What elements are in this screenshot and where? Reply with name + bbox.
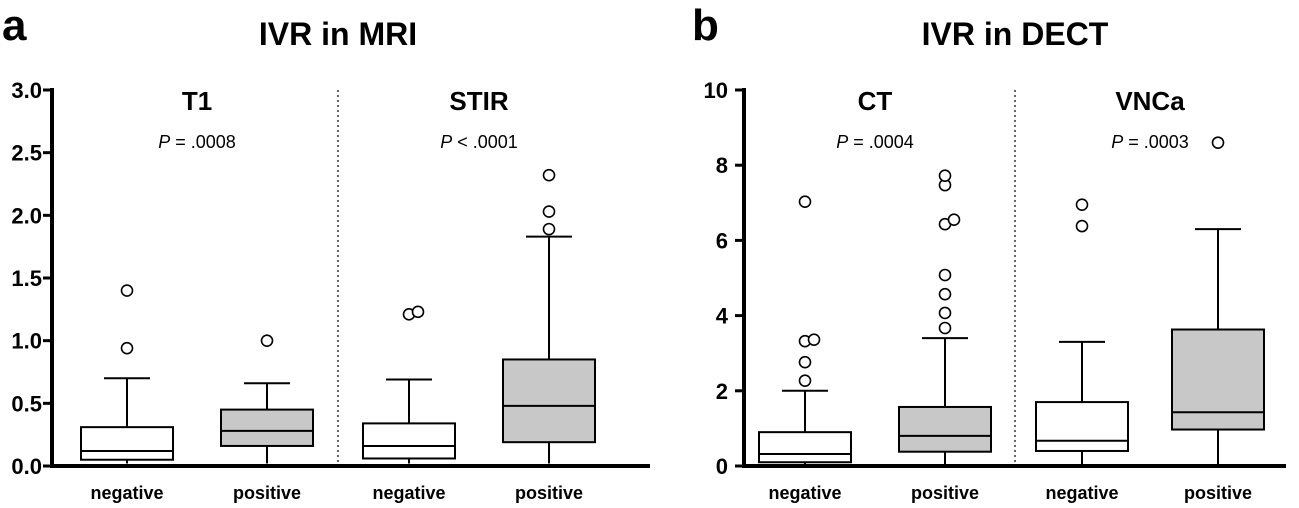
group-title: STIR: [449, 86, 508, 116]
outlier-point: [542, 205, 556, 218]
y-tick-label: 1.5: [11, 266, 42, 291]
p-value-symbol: P: [440, 132, 452, 152]
panel-title: IVR in MRI: [259, 16, 417, 52]
y-tick-label: 0.5: [11, 391, 42, 416]
y-tick-label: 6: [716, 228, 728, 253]
outlier-point: [938, 321, 952, 335]
y-tick-label: 3.0: [11, 78, 42, 103]
group-t1: T1 P = .0008 negative positive: [80, 86, 314, 503]
box-positive: positive: [502, 168, 596, 503]
box-iqr: [80, 426, 174, 461]
group-title: CT: [858, 86, 893, 116]
group-title: VNCa: [1115, 86, 1185, 116]
p-value-label: P = .0003: [1111, 132, 1189, 152]
p-value-text: = .0008: [170, 132, 236, 152]
p-value-text: = .0004: [848, 132, 914, 152]
box-iqr: [362, 422, 456, 460]
panel-a: a IVR in MRI 0.0 0.5 1.0 1.5 2.0 2.5 3.0 T1 P = .0…: [2, 1, 650, 503]
group-stir: STIR P < .0001 negative positive: [362, 86, 596, 503]
p-value-symbol: P: [158, 132, 170, 152]
outlier-point: [1075, 198, 1089, 211]
p-value-label: P = .0004: [836, 132, 914, 152]
outlier-point: [411, 305, 425, 319]
outlier-point: [807, 333, 821, 346]
p-value-symbol: P: [1111, 132, 1123, 152]
box-positive: positive: [898, 169, 992, 503]
p-value-text: < .0001: [452, 132, 518, 152]
x-category-label: negative: [1045, 483, 1118, 503]
p-value-label: P = .0008: [158, 132, 236, 152]
outlier-point: [120, 341, 134, 355]
outlier-point: [120, 284, 134, 297]
y-tick-label: 2.0: [11, 203, 42, 228]
x-category-label: positive: [1184, 483, 1252, 503]
box-iqr: [898, 405, 992, 453]
outlier-point: [938, 306, 952, 320]
box-negative: negative: [758, 195, 852, 503]
outlier-point: [1211, 136, 1225, 149]
outlier-point: [542, 168, 556, 182]
outlier-point: [260, 334, 274, 347]
box-positive: positive: [1171, 136, 1265, 503]
box-positive: positive: [220, 334, 314, 503]
panel-b: b IVR in DECT 0 2 4 6 8 10 CT P = .0004 negative po…: [692, 1, 1286, 503]
panel-letter: a: [2, 1, 27, 50]
box-negative: negative: [1035, 198, 1129, 503]
x-category-label: negative: [372, 483, 445, 503]
group-ct: CT P = .0004 negative positive: [758, 86, 992, 503]
panel-letter: b: [692, 1, 719, 50]
y-tick-label: 1.0: [11, 329, 42, 354]
x-category-label: positive: [911, 483, 979, 503]
outlier-point: [1075, 219, 1089, 233]
x-category-label: positive: [515, 483, 583, 503]
x-category-label: positive: [233, 483, 301, 503]
outlier-point: [938, 169, 952, 183]
group-vnca: VNCa P = .0003 negative positive: [1035, 86, 1265, 503]
box-iqr: [220, 408, 314, 447]
outlier-point: [947, 213, 961, 227]
y-tick-label: 8: [716, 153, 728, 178]
p-value-text: = .0003: [1123, 132, 1189, 152]
panel-title: IVR in DECT: [922, 16, 1109, 52]
box-iqr: [1171, 328, 1265, 431]
y-tick-label: 10: [704, 78, 728, 103]
box-negative: negative: [80, 284, 174, 503]
outlier-point: [798, 355, 812, 369]
p-value-symbol: P: [836, 132, 848, 152]
x-category-label: negative: [768, 483, 841, 503]
y-tick-label: 2: [716, 379, 728, 404]
box-iqr: [1035, 401, 1129, 452]
box-negative: negative: [362, 305, 456, 503]
outlier-point: [938, 287, 952, 301]
p-value-label: P < .0001: [440, 132, 518, 152]
box-iqr: [758, 431, 852, 464]
y-tick-label: 2.5: [11, 141, 42, 166]
x-category-label: negative: [90, 483, 163, 503]
box-iqr: [502, 358, 596, 444]
y-tick-label: 4: [716, 304, 729, 329]
group-title: T1: [182, 86, 212, 116]
outlier-point: [938, 268, 952, 282]
outlier-point: [798, 195, 812, 208]
y-tick-label: 0.0: [11, 454, 42, 479]
y-tick-label: 0: [716, 454, 728, 479]
outlier-point: [542, 222, 556, 236]
outlier-point: [798, 374, 812, 387]
